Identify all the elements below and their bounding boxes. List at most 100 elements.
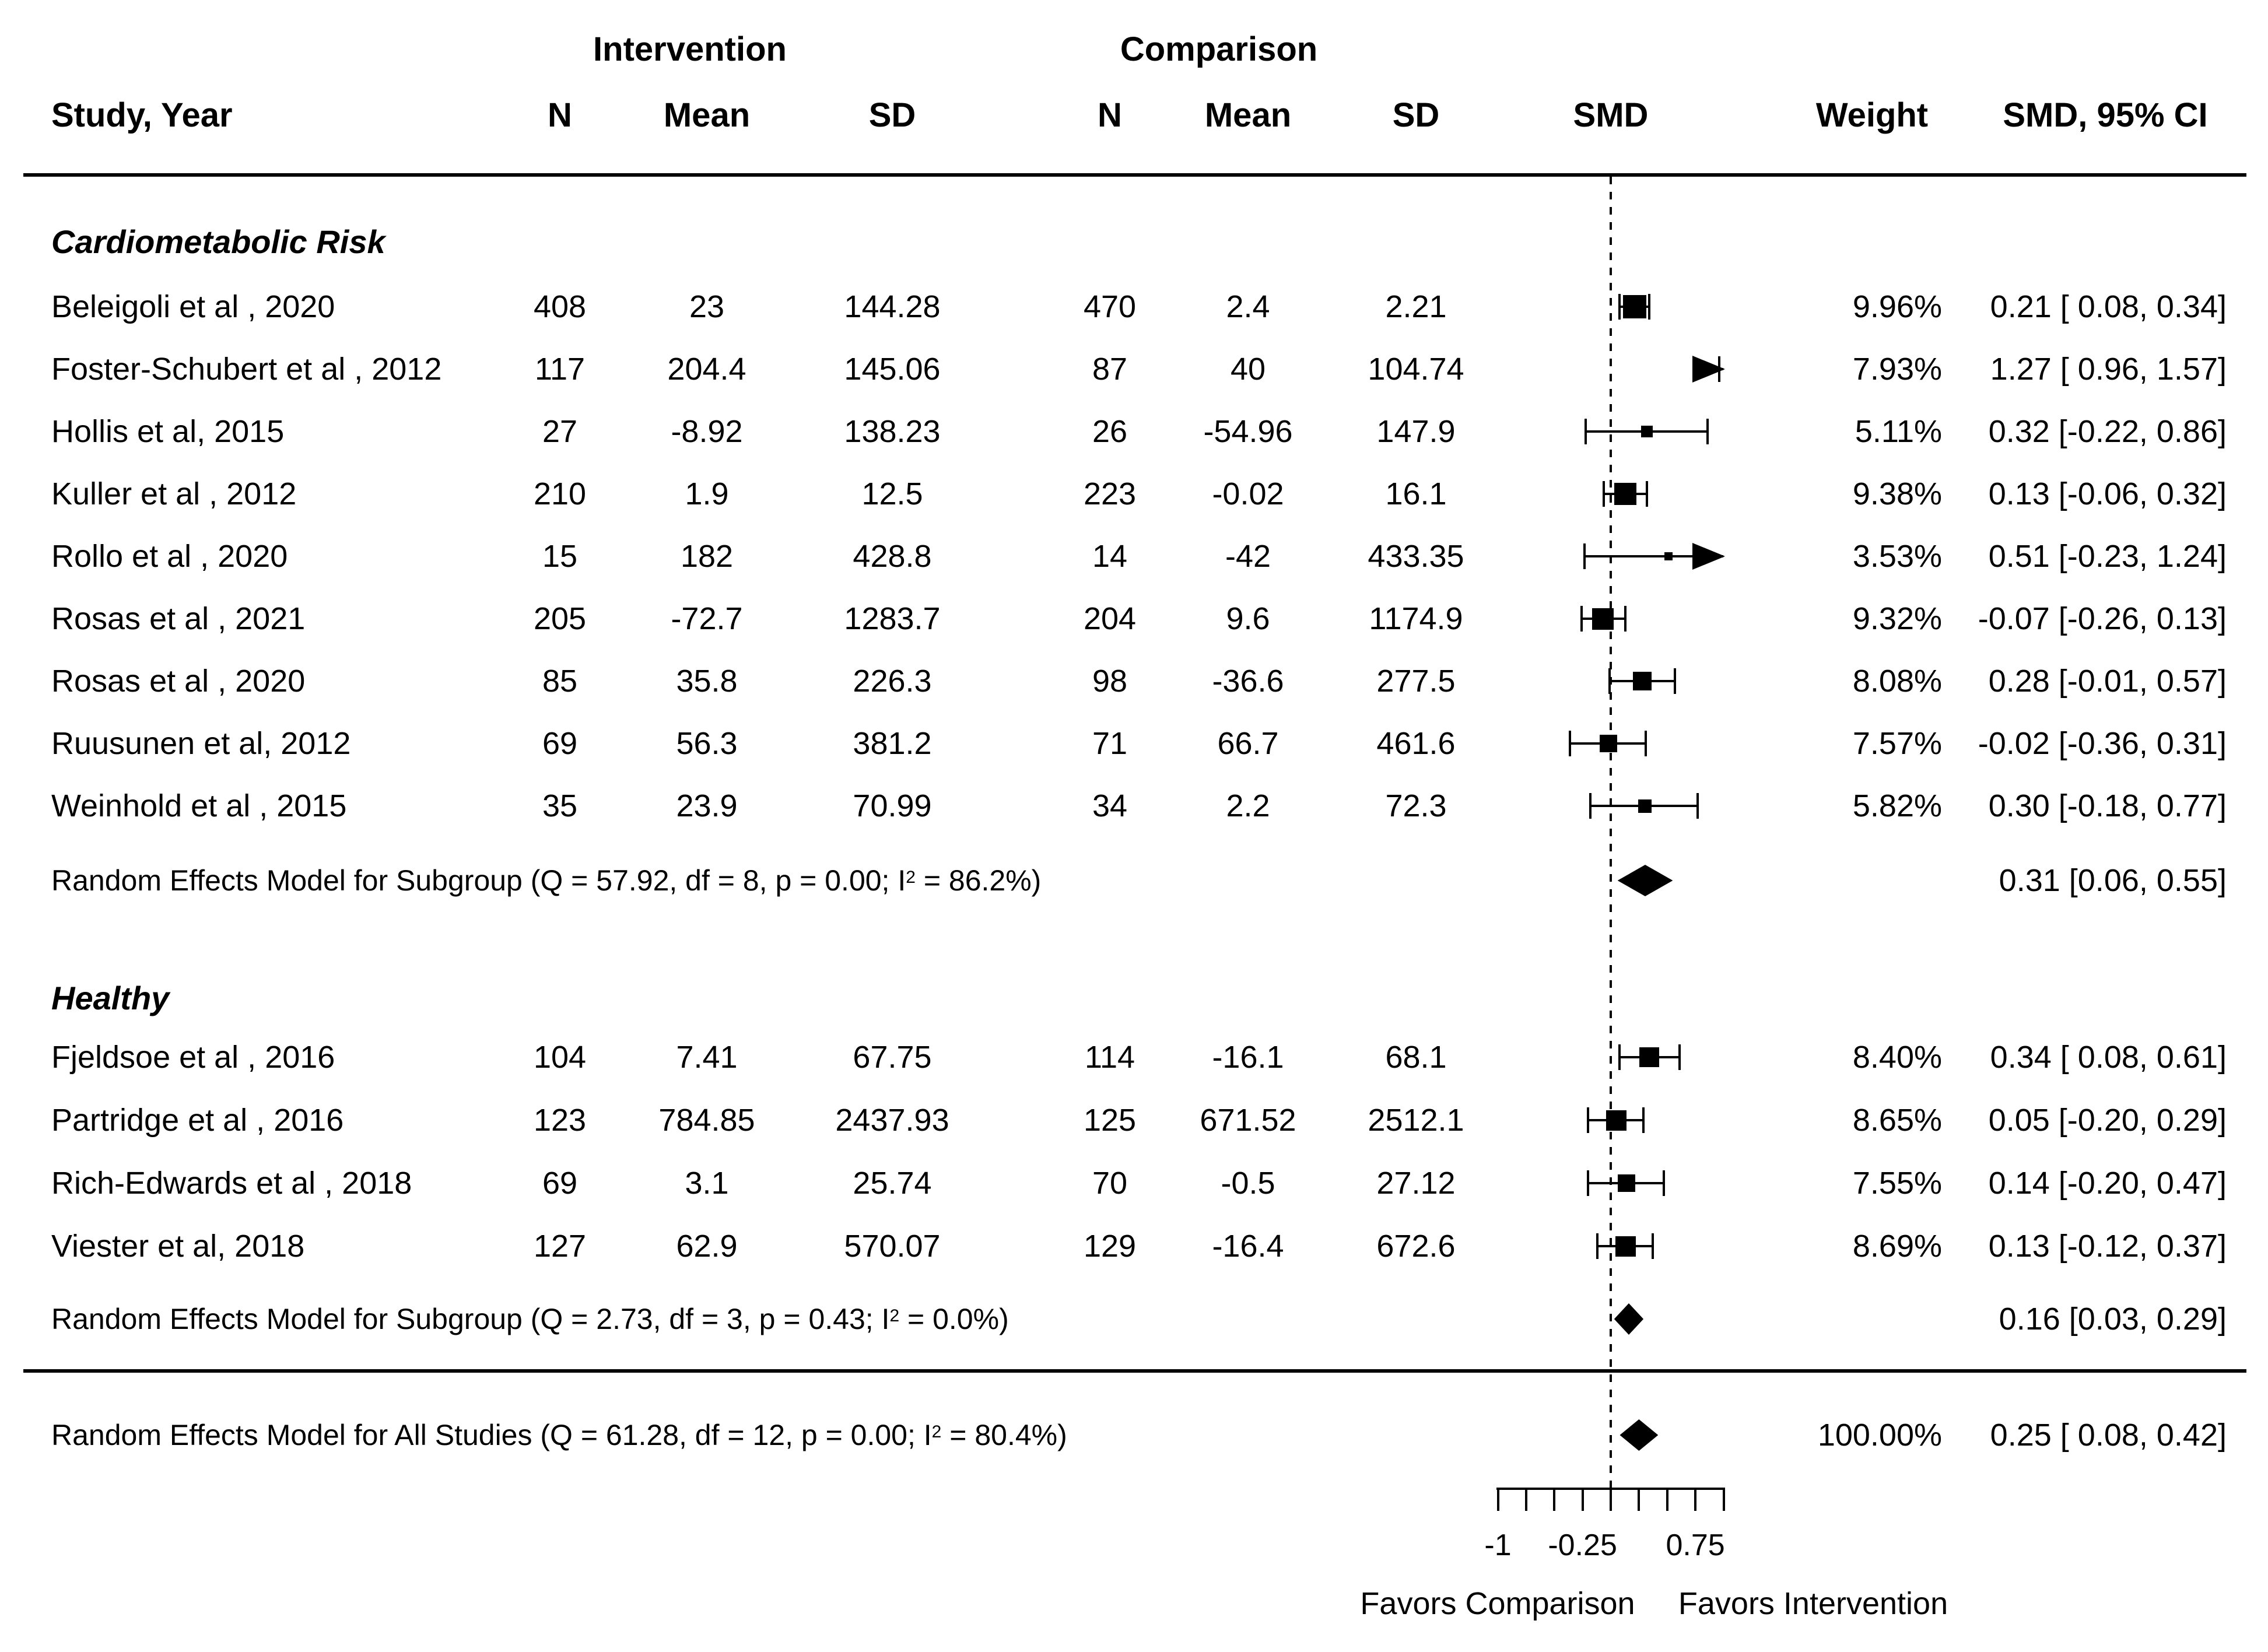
n-int-value: 69 [542, 726, 578, 761]
ci-cap-low [1569, 731, 1572, 756]
effect-square [1592, 608, 1614, 630]
sd-comp-value: 672.6 [1376, 1229, 1456, 1264]
mean-comp-value: 9.6 [1226, 601, 1270, 636]
column-header-weight: Weight [1815, 96, 1929, 134]
weight-value: 100.00% [1817, 1418, 1942, 1453]
mean-comp-value: -42 [1225, 539, 1271, 574]
n-comp-value: 125 [1083, 1103, 1137, 1138]
effect-square [1633, 672, 1652, 690]
summary-text: = 80.4%) [941, 1419, 1067, 1451]
axis-tick [1524, 1488, 1527, 1511]
n-comp-value: 223 [1083, 476, 1137, 511]
effect-square [1622, 295, 1646, 318]
summary-text: Random Effects Model for Subgroup (Q = 2… [51, 1303, 890, 1335]
mean-comp-value: 2.2 [1226, 788, 1270, 823]
effect-square [1640, 426, 1653, 437]
ci-cap-high [1624, 606, 1627, 632]
axis-tick [1666, 1488, 1668, 1511]
clip-arrow-icon [1692, 543, 1725, 570]
study-label: Rosas et al , 2021 [51, 601, 306, 636]
mean-int-value: 182 [680, 539, 734, 574]
ci-text: 0.28 [-0.01, 0.57] [1988, 664, 2227, 699]
effect-square [1615, 1236, 1636, 1257]
ci-cap-high [1696, 793, 1699, 819]
ci-cap-high [1674, 668, 1677, 694]
n-int-value: 85 [542, 664, 578, 699]
ci-text: 0.30 [-0.18, 0.77] [1988, 788, 2227, 823]
intervention-group-header: Intervention [593, 30, 787, 68]
weight-value: 8.65% [1852, 1103, 1942, 1138]
i-squared-superscript: 2 [889, 1306, 900, 1325]
n-comp-value: 26 [1092, 414, 1128, 449]
sd-int-value: 428.8 [853, 539, 932, 574]
summary-text: Random Effects Model for Subgroup (Q = 5… [51, 864, 906, 897]
ci-cap-low [1587, 1170, 1590, 1196]
mean-comp-value: 40 [1230, 352, 1266, 387]
mean-int-value: -72.7 [671, 601, 743, 636]
favors-intervention-label: Favors Intervention [1678, 1586, 1948, 1621]
n-comp-value: 70 [1092, 1166, 1128, 1201]
study-label: Kuller et al , 2012 [51, 476, 297, 511]
study-label: Rich-Edwards et al , 2018 [51, 1166, 412, 1201]
i-squared-superscript: 2 [906, 867, 916, 887]
summary-diamond-icon [1620, 1419, 1659, 1451]
column-header-sd-comparison: SD [1392, 96, 1440, 134]
study-label: Fjeldsoe et al , 2016 [51, 1040, 335, 1075]
n-comp-value: 204 [1083, 601, 1137, 636]
n-comp-value: 34 [1092, 788, 1128, 823]
summary-text: = 0.0%) [899, 1303, 1009, 1335]
study-label: Ruusunen et al, 2012 [51, 726, 351, 761]
mean-int-value: 35.8 [676, 664, 738, 699]
mean-int-value: 23.9 [676, 788, 738, 823]
sd-comp-value: 72.3 [1385, 788, 1447, 823]
sd-comp-value: 104.74 [1368, 352, 1464, 387]
study-label: Beleigoli et al , 2020 [51, 289, 335, 324]
sd-int-value: 144.28 [844, 289, 941, 324]
study-label: Viester et al, 2018 [51, 1229, 305, 1264]
sd-comp-value: 461.6 [1376, 726, 1456, 761]
column-header-smd-ci: SMD, 95% CI [2003, 96, 2208, 134]
sd-int-value: 145.06 [844, 352, 941, 387]
ci-text: 0.05 [-0.20, 0.29] [1988, 1103, 2227, 1138]
sd-comp-value: 433.35 [1368, 539, 1464, 574]
sd-int-value: 1283.7 [844, 601, 941, 636]
sd-comp-value: 147.9 [1376, 414, 1456, 449]
subgroup-summary-label: Random Effects Model for Subgroup (Q = 5… [51, 866, 1041, 895]
effect-square [1600, 735, 1618, 752]
weight-value: 8.08% [1852, 664, 1942, 699]
ci-text: 1.27 [ 0.96, 1.57] [1990, 352, 2227, 387]
ci-cap-low [1587, 1107, 1590, 1133]
axis-tick-label: 0.75 [1666, 1528, 1725, 1562]
sd-int-value: 138.23 [844, 414, 941, 449]
n-int-value: 127 [533, 1229, 587, 1264]
mean-int-value: 62.9 [676, 1229, 738, 1264]
ci-cap-high [1662, 1170, 1665, 1196]
ci-cap-high [1642, 1107, 1645, 1133]
i-squared-superscript: 2 [931, 1422, 942, 1441]
mean-comp-value: -54.96 [1203, 414, 1293, 449]
zero-reference-line [1610, 177, 1612, 1489]
group-label: Cardiometabolic Risk [51, 223, 385, 260]
overall-summary-label: Random Effects Model for All Studies (Q … [51, 1420, 1067, 1450]
mean-int-value: 1.9 [685, 476, 729, 511]
column-header-mean-comparison: Mean [1204, 96, 1292, 134]
n-int-value: 69 [542, 1166, 578, 1201]
ci-text: 0.51 [-0.23, 1.24] [1988, 539, 2227, 574]
sd-int-value: 226.3 [853, 664, 932, 699]
axis-tick [1581, 1488, 1584, 1511]
n-comp-value: 129 [1083, 1229, 1137, 1264]
axis-tick [1496, 1488, 1499, 1511]
mean-comp-value: -16.1 [1212, 1040, 1284, 1075]
weight-value: 8.40% [1852, 1040, 1942, 1075]
table-mid-rule [23, 1369, 2246, 1373]
ci-cap-high [1651, 1233, 1654, 1259]
n-comp-value: 14 [1092, 539, 1128, 574]
axis-tick [1638, 1488, 1640, 1511]
mean-comp-value: -16.4 [1212, 1229, 1284, 1264]
mean-comp-value: -0.5 [1221, 1166, 1275, 1201]
summary-diamond-icon [1617, 865, 1673, 896]
mean-int-value: 7.41 [676, 1040, 738, 1075]
column-header-sd-intervention: SD [868, 96, 916, 134]
n-comp-value: 114 [1084, 1040, 1135, 1075]
ci-cap-low [1583, 543, 1586, 569]
